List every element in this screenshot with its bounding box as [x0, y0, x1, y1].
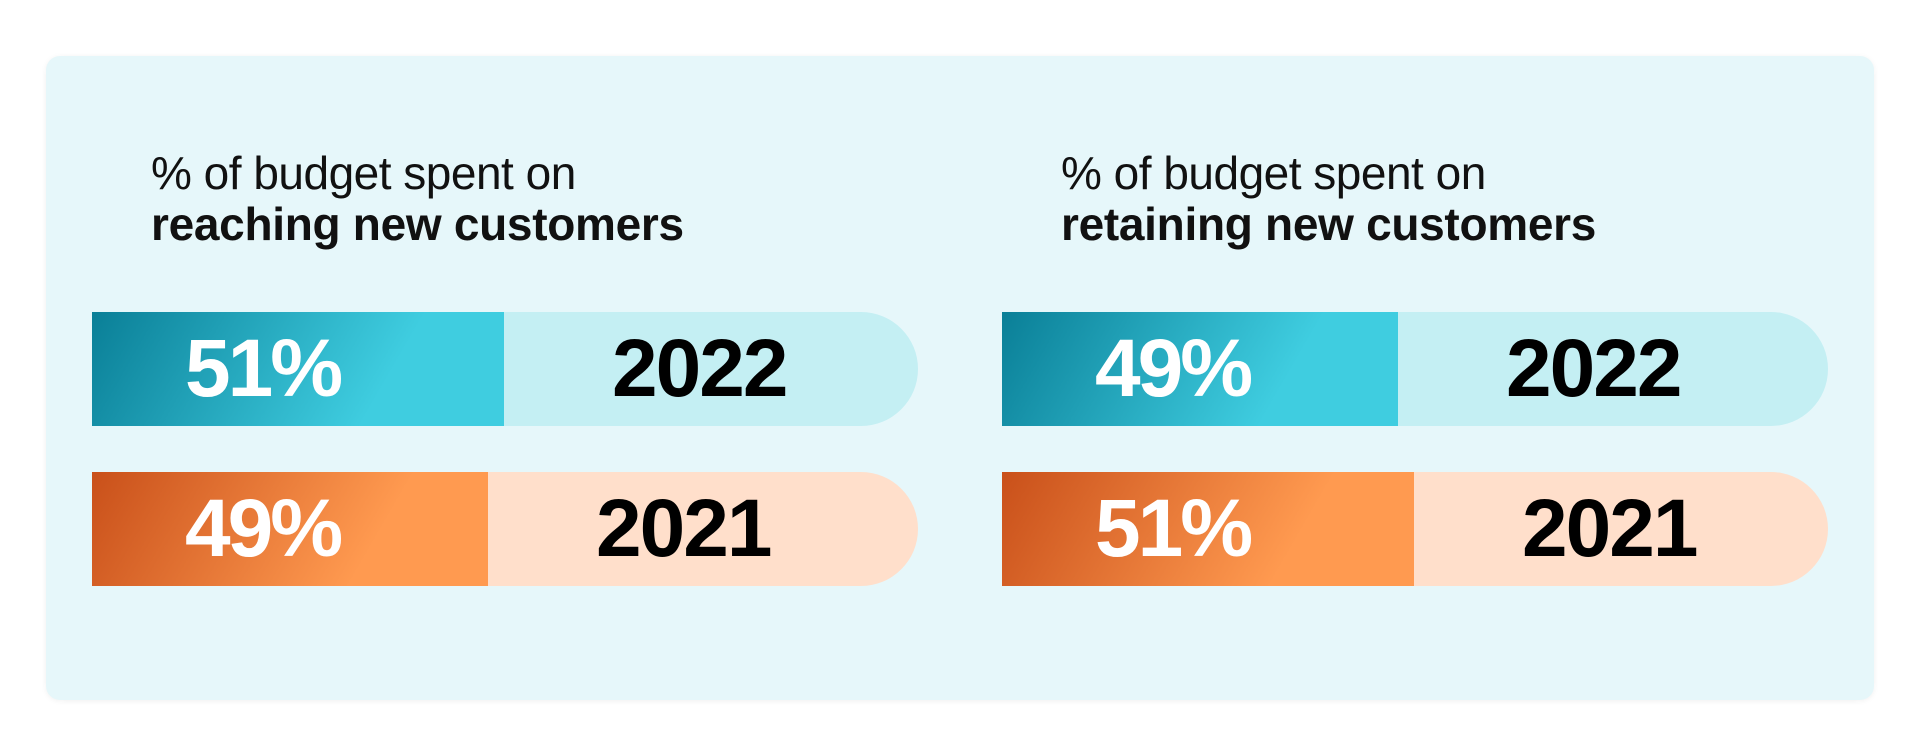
bar-value-label: 49% [1095, 323, 1253, 414]
chart-panel-retaining: % of budget spent on retaining new custo… [1002, 56, 1828, 700]
bar-value-label: 49% [185, 483, 343, 574]
bar-fill-reaching-2021 [92, 472, 488, 586]
bar-value-label: 51% [185, 323, 343, 414]
bar-fill-retaining-2022 [1002, 312, 1398, 426]
bar-year-label: 2021 [596, 483, 772, 574]
chart-title-line2: retaining new customers [1061, 197, 1597, 250]
bar-track-retaining-2021: 51% 2021 [1002, 472, 1828, 586]
chart-title-line2: reaching new customers [151, 197, 684, 250]
chart-card: % of budget spent on reaching new custom… [46, 56, 1874, 700]
bar-track-reaching-2021: 49% 2021 [92, 472, 918, 586]
bar-year-label: 2021 [1522, 483, 1698, 574]
chart-title-retaining: % of budget spent on retaining new custo… [1061, 148, 1596, 249]
bar-track-retaining-2022: 49% 2022 [1002, 312, 1828, 426]
bar-value-label: 51% [1095, 483, 1253, 574]
bar-year-label: 2022 [612, 323, 788, 414]
bar-year-label: 2022 [1506, 323, 1682, 414]
bar-fill-reaching-2022 [92, 312, 504, 426]
chart-title-line1: % of budget spent on [151, 147, 576, 199]
chart-title-reaching: % of budget spent on reaching new custom… [151, 148, 684, 249]
chart-panel-reaching: % of budget spent on reaching new custom… [92, 56, 918, 700]
chart-title-line1: % of budget spent on [1061, 147, 1486, 199]
bar-fill-retaining-2021 [1002, 472, 1414, 586]
bar-track-reaching-2022: 51% 2022 [92, 312, 918, 426]
